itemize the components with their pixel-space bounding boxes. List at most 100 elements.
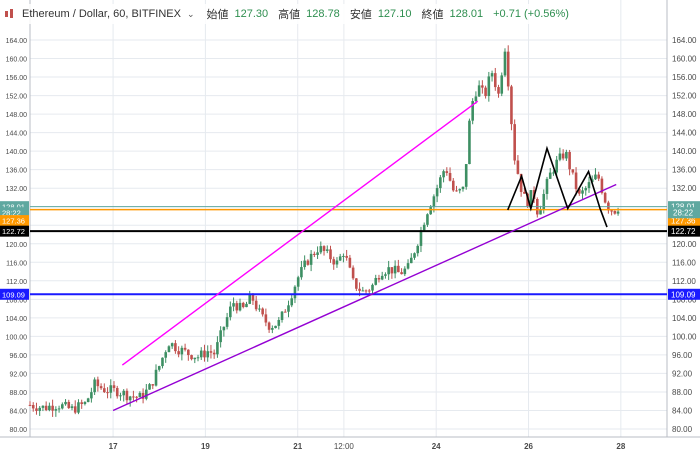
candle-body — [258, 308, 261, 310]
candle-body — [280, 311, 284, 320]
candle-body — [338, 256, 342, 261]
candle-body — [342, 255, 345, 257]
candle-body — [468, 120, 471, 165]
candle-body — [180, 347, 184, 355]
candle-body — [77, 402, 80, 413]
countdown-box-right — [668, 207, 700, 219]
candle-body — [196, 357, 200, 359]
candle-body — [209, 351, 213, 353]
price-tick-label-right: 136.00 — [672, 166, 697, 175]
pattern-zigzag[interactable] — [507, 145, 608, 228]
candle-body — [235, 303, 239, 311]
candle-body — [161, 357, 164, 367]
candle-body — [86, 398, 90, 403]
price-tick-label-right: 148.00 — [672, 110, 697, 119]
candle-body — [229, 306, 232, 318]
open-value: 127.30 — [234, 8, 269, 20]
candle-body — [519, 173, 523, 192]
candle-body — [254, 300, 258, 310]
candle-body — [451, 180, 455, 191]
candle-body — [332, 259, 336, 265]
candle-body — [500, 75, 504, 94]
price-tick-label-right: 132.00 — [672, 184, 697, 193]
candle-body — [157, 366, 161, 370]
price-tick-label-left: 92.00 — [9, 371, 27, 378]
candle-body — [400, 272, 403, 275]
price-label-left: 128.01 — [2, 203, 25, 212]
candle-body — [380, 275, 384, 280]
candle-body — [80, 402, 83, 404]
price-tick-label-right: 164.00 — [672, 36, 697, 45]
candle-body — [416, 245, 420, 254]
candle-body — [203, 350, 206, 358]
price-label-box-right — [668, 225, 700, 237]
candle-body — [358, 288, 361, 291]
symbol-title[interactable]: Ethereum / Dollar, 60, BITFINEX — [22, 8, 181, 20]
price-tick-label-left: 148.00 — [6, 112, 28, 119]
candle-body — [316, 252, 319, 255]
candle-body — [351, 267, 355, 279]
candle-body — [199, 350, 203, 358]
price-label-right: 122.72 — [671, 227, 696, 236]
candle-body — [616, 211, 620, 214]
candle-body — [44, 405, 48, 411]
candle-body — [177, 351, 180, 355]
price-tick-label-left: 96.00 — [9, 353, 27, 360]
candle-body — [283, 311, 287, 313]
price-tick-label-left: 120.00 — [6, 242, 28, 249]
candle-body — [322, 246, 326, 251]
candle-body — [419, 230, 423, 246]
price-tick-label-right: 84.00 — [672, 406, 693, 415]
price-tick-label-left: 116.00 — [6, 260, 27, 267]
candle-body — [96, 379, 100, 387]
candle-body — [397, 265, 400, 273]
candle-body — [477, 85, 481, 97]
candle-body — [232, 303, 235, 307]
chart-type-icon[interactable] — [4, 8, 16, 20]
candle-body — [361, 290, 365, 292]
candle-body — [141, 392, 145, 399]
candle-body — [112, 385, 116, 388]
price-tick-label-right: 100.00 — [672, 332, 697, 341]
candle-body — [225, 317, 229, 327]
candle-body — [571, 169, 575, 173]
candle-body — [367, 290, 371, 292]
chevron-down-icon[interactable]: ⌄ — [186, 8, 195, 19]
time-tick-label: 17 — [109, 442, 118, 451]
candle-body — [306, 260, 310, 265]
candle-body — [374, 278, 378, 285]
candle-body — [513, 124, 516, 161]
price-tick-label-left: 160.00 — [6, 57, 28, 64]
candle-body — [409, 257, 413, 264]
candle-body — [212, 352, 216, 355]
price-label-box-right — [668, 201, 700, 213]
trend-line-upper-channel[interactable] — [121, 100, 479, 366]
candle-body — [106, 392, 109, 394]
candle-body — [222, 326, 226, 331]
candle-body — [125, 390, 129, 401]
candle-body — [54, 409, 58, 411]
candle-body — [493, 73, 497, 88]
candle-body — [542, 193, 546, 210]
price-tick-label-left: 84.00 — [9, 408, 27, 415]
candle-body — [577, 189, 581, 194]
candle-body — [151, 384, 155, 386]
candle-body — [552, 172, 555, 174]
candle-body — [148, 384, 151, 390]
candle-body — [57, 408, 61, 410]
price-tick-label-left: 144.00 — [6, 131, 28, 138]
candle-body — [445, 171, 449, 173]
candle-body — [610, 210, 613, 212]
candle-body — [277, 319, 281, 326]
price-tick-label-right: 116.00 — [672, 258, 696, 267]
candle-body — [600, 178, 604, 193]
candle-body — [329, 249, 332, 260]
price-tick-label-left: 112.00 — [6, 279, 27, 286]
candle-body — [603, 192, 607, 203]
candle-body — [406, 263, 410, 269]
trend-line-lower-channel[interactable] — [112, 183, 617, 412]
price-tick-label-right: 156.00 — [672, 73, 697, 82]
price-tick-label-right: 160.00 — [672, 55, 697, 64]
